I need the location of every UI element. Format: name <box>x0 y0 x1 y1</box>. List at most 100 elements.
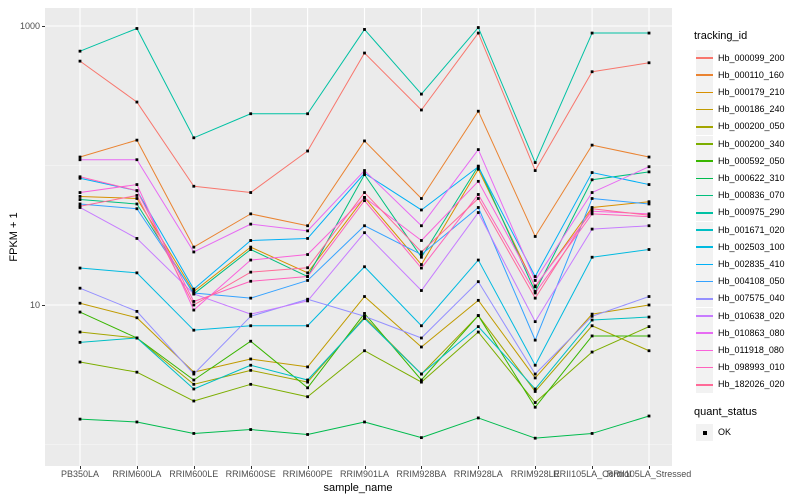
data-point-Hb_000186_240 <box>249 357 253 361</box>
legend-key-box <box>696 204 713 222</box>
data-point-Hb_000099_200 <box>363 51 366 55</box>
x-tick-mark <box>421 466 423 469</box>
x-tick-mark <box>307 466 309 469</box>
series-color-line-icon <box>696 366 713 369</box>
series-color-line-icon <box>696 263 713 266</box>
data-point-Hb_000179_210 <box>135 197 139 200</box>
data-point-Hb_000200_340 <box>363 349 366 353</box>
data-point-Hb_098993_010 <box>306 275 309 278</box>
legend-key-box <box>696 341 713 359</box>
data-point-Hb_010638_020 <box>533 320 537 324</box>
data-point-Hb_011918_080 <box>476 179 480 183</box>
data-point-Hb_000200_340 <box>647 325 651 329</box>
data-point-Hb_098993_010 <box>135 189 139 193</box>
data-point-Hb_000836_070 <box>135 202 139 206</box>
x-tick-label-RRIM901LA: RRIM901LA <box>339 469 390 479</box>
data-point-Hb_000200_340 <box>78 360 82 364</box>
data-point-Hb_010638_020 <box>590 227 594 231</box>
data-point-Hb_000592_050 <box>420 378 423 382</box>
data-point-Hb_000622_310 <box>135 420 139 424</box>
data-point-Hb_007575_040 <box>476 280 480 284</box>
data-point-Hb_001671_020 <box>647 315 651 319</box>
data-point-Hb_000179_210 <box>476 167 480 171</box>
legend-item-label: Hb_010638_020 <box>718 310 785 321</box>
data-point-Hb_010638_020 <box>306 299 309 303</box>
data-point-Hb_000110_160 <box>363 139 366 143</box>
data-point-Hb_010638_020 <box>647 224 651 228</box>
legend-key-box <box>696 290 713 308</box>
data-point-Hb_000622_310 <box>420 436 423 440</box>
data-point-Hb_002835_410 <box>476 165 480 169</box>
data-point-Hb_002503_100 <box>78 266 82 270</box>
series-color-line-icon <box>696 160 713 162</box>
legend-key-box <box>696 324 713 342</box>
x-tick-mark <box>80 466 81 469</box>
data-point-Hb_182026_020 <box>533 296 537 300</box>
data-point-Hb_182026_020 <box>78 204 82 208</box>
data-point-Hb_010863_080 <box>192 250 196 254</box>
data-point-Hb_000200_050 <box>590 324 594 328</box>
legend-title-tracking-id: tracking_id <box>694 30 748 42</box>
data-point-Hb_182026_020 <box>476 197 480 200</box>
data-point-Hb_007575_040 <box>533 372 537 376</box>
data-point-Hb_010638_020 <box>192 292 196 296</box>
data-point-Hb_011918_080 <box>533 284 537 288</box>
legend-key-box <box>696 273 713 291</box>
data-point-Hb_000186_240 <box>533 376 537 380</box>
data-point-Hb_000110_160 <box>306 224 309 228</box>
data-point-Hb_011918_080 <box>363 196 366 199</box>
data-point-Hb_002503_100 <box>306 324 309 328</box>
data-point-Hb_000975_290 <box>135 27 139 30</box>
data-point-Hb_182026_020 <box>647 213 651 217</box>
data-point-Hb_001671_020 <box>590 318 594 322</box>
data-point-Hb_002835_410 <box>306 237 309 240</box>
data-point-Hb_000099_200 <box>78 59 82 63</box>
x-tick-mark <box>592 466 594 469</box>
x-tick-label-PB350LA: PB350LA <box>60 469 100 479</box>
data-point-Hb_011918_080 <box>78 191 82 194</box>
series-color-line-icon <box>696 177 713 180</box>
data-point-Hb_010863_080 <box>590 191 594 194</box>
data-point-Hb_002503_100 <box>249 324 253 328</box>
legend-item-label: Hb_004108_050 <box>718 276 785 287</box>
data-point-Hb_001671_020 <box>249 363 253 367</box>
data-point-Hb_004108_050 <box>533 338 537 342</box>
series-color-line-icon <box>696 229 713 231</box>
x-tick-label-RRII105LA_Stressed: RRII105LA_Stressed <box>606 469 692 479</box>
data-point-Hb_001671_020 <box>306 378 309 382</box>
data-point-Hb_000200_050 <box>533 390 537 393</box>
legend-item-label: Hb_002835_410 <box>718 258 785 269</box>
data-point-Hb_000110_160 <box>192 245 196 249</box>
data-point-Hb_001671_020 <box>420 372 423 376</box>
y-tick-label: 10 <box>29 300 40 310</box>
data-point-Hb_000592_050 <box>306 386 309 390</box>
series-color-line-icon <box>696 108 713 111</box>
series-color-line-icon <box>696 384 713 386</box>
data-point-Hb_002503_100 <box>420 324 423 328</box>
data-point-Hb_010863_080 <box>476 148 480 152</box>
data-point-Hb_000836_070 <box>249 248 253 251</box>
data-point-Hb_007575_040 <box>363 314 366 318</box>
x-tick-label-RRIM928BA: RRIM928BA <box>396 469 447 479</box>
data-point-Hb_000200_050 <box>647 349 651 353</box>
series-color-line-icon <box>696 246 713 248</box>
data-point-Hb_007575_040 <box>78 286 82 290</box>
data-point-Hb_000200_340 <box>135 370 139 374</box>
legend-item-label: Hb_011918_080 <box>718 344 784 355</box>
data-point-Hb_000592_050 <box>78 310 82 314</box>
data-point-Hb_000975_290 <box>192 136 196 140</box>
data-point-Hb_000099_200 <box>476 31 480 35</box>
data-point-Hb_000099_200 <box>249 191 253 194</box>
data-point-Hb_182026_020 <box>249 270 253 274</box>
legend-item-label: Hb_000179_210 <box>718 86 785 97</box>
data-point-Hb_010863_080 <box>533 279 537 282</box>
x-axis-title: sample_name <box>323 482 393 494</box>
data-point-Hb_000200_340 <box>192 399 196 403</box>
data-point-Hb_002503_100 <box>647 248 651 251</box>
data-point-Hb_000592_050 <box>533 405 537 409</box>
legend-key-box <box>696 169 713 187</box>
data-point-Hb_002835_410 <box>192 287 196 291</box>
legend-item-label: Hb_001671_020 <box>718 224 785 235</box>
x-tick-label-RRIM600LA: RRIM600LA <box>112 469 162 479</box>
